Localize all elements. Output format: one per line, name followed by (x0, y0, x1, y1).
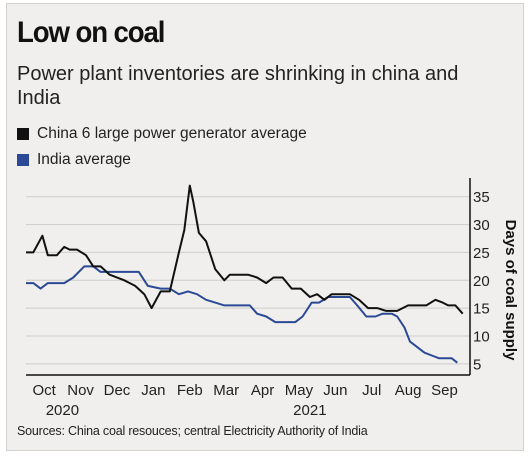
x-axis-ticks: Oct Nov Dec Jan Feb Mar Apr May Jun Jul Aug Sep 2020… (33, 382, 458, 419)
x-tick-label-jan: Jan (141, 382, 165, 399)
y-tick-label-35: 35 (473, 189, 490, 206)
chart-title: Low on coal (17, 16, 165, 49)
x-tick-label-dec: Dec (104, 382, 131, 399)
y-tick-label-25: 25 (473, 245, 490, 262)
source-note: Sources: China coal resouces; central El… (17, 424, 368, 438)
y-axis-ticks: 5 10 15 20 25 30 35 (473, 189, 490, 373)
x-tick-label-jun: Jun (323, 382, 347, 399)
series-layer (26, 184, 464, 364)
x-tick-label-jul: Jul (362, 382, 381, 399)
legend-item-india: India average (17, 151, 131, 169)
legend-swatch-india (17, 154, 29, 166)
y-axis-label: Days of coal supply (502, 220, 519, 362)
x-tick-label-feb: Feb (177, 382, 203, 399)
chart-card (6, 3, 524, 451)
y-tick-label-10: 10 (473, 329, 490, 346)
x-tick-label-aug: Aug (395, 382, 422, 399)
x-tick-label-apr: Apr (251, 382, 274, 399)
x-tick-label-mar: Mar (213, 382, 239, 399)
x-tick-label-nov: Nov (67, 382, 94, 399)
y-tick-label-5: 5 (473, 356, 481, 373)
series-line-china (26, 184, 464, 315)
series-line-india (26, 265, 458, 364)
x-tick-label-sep: Sep (431, 382, 458, 399)
x-year-label-2020: 2020 (46, 402, 79, 419)
x-year-label-2021: 2021 (293, 402, 326, 419)
y-tick-label-15: 15 (473, 301, 490, 318)
legend-label-china: China 6 large power generator average (37, 125, 307, 142)
grid-lines (26, 178, 471, 375)
legend-swatch-china (17, 128, 29, 140)
x-tick-label-oct: Oct (33, 382, 57, 399)
legend-item-china: China 6 large power generator average (17, 125, 307, 143)
chart-subtitle: Power plant inventories are shrinking in… (17, 63, 459, 109)
legend-label-india: India average (37, 151, 131, 168)
y-tick-label-20: 20 (473, 273, 490, 290)
x-tick-label-may: May (285, 382, 314, 399)
y-tick-label-30: 30 (473, 217, 490, 234)
